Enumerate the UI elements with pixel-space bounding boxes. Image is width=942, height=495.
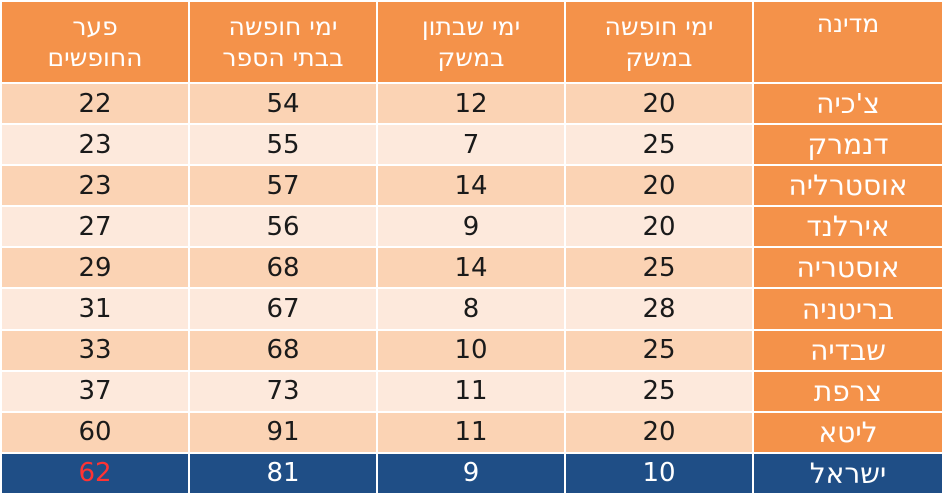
country-cell: צ'כיה <box>752 81 942 126</box>
header-label-line: ימי חופשה <box>604 11 714 41</box>
header-label-line: במשק <box>437 43 505 72</box>
header-label-line: פער <box>72 11 118 41</box>
country-cell: ליטא <box>752 410 942 454</box>
vacation-economy-cell: 20 <box>564 81 754 126</box>
header-country: מדינה <box>752 0 942 84</box>
vacation-economy-cell: 28 <box>564 287 754 331</box>
header-gap: פער החופשים <box>0 0 190 84</box>
strike-days-cell: 11 <box>376 410 566 454</box>
vacation-economy-cell: 20 <box>564 205 754 249</box>
country-cell: שבדיה <box>752 328 942 372</box>
header-row: מדינה ימי חופשה במשק ימי שבתון במשק ימי חו… <box>0 0 942 84</box>
country-cell: ישראל <box>752 451 942 495</box>
gap-cell: 23 <box>0 164 190 208</box>
strike-days-cell: 14 <box>376 164 566 208</box>
vacation-economy-cell: 25 <box>564 246 754 290</box>
gap-cell: 22 <box>0 81 190 126</box>
gap-cell: 37 <box>0 369 190 413</box>
country-cell: אירלנד <box>752 205 942 249</box>
table-row: צ'כיה 20 12 54 22 <box>0 81 942 126</box>
header-school-vacation: ימי חופשה בבתי הספר <box>188 0 378 84</box>
gap-cell: 31 <box>0 287 190 331</box>
header-strike-days: ימי שבתון במשק <box>376 0 566 84</box>
gap-cell: 23 <box>0 123 190 167</box>
header-label-line: ימי שבתון <box>421 11 521 41</box>
gap-cell: 33 <box>0 328 190 372</box>
school-vacation-cell: 91 <box>188 410 378 454</box>
strike-days-cell: 9 <box>376 451 566 495</box>
header-label-line: בבתי הספר <box>222 43 344 72</box>
strike-days-cell: 12 <box>376 81 566 126</box>
table-header: מדינה ימי חופשה במשק ימי שבתון במשק ימי חו… <box>0 0 942 84</box>
vacation-economy-cell: 20 <box>564 410 754 454</box>
vacation-economy-cell: 10 <box>564 451 754 495</box>
strike-days-cell: 9 <box>376 205 566 249</box>
school-vacation-cell: 68 <box>188 328 378 372</box>
gap-cell: 60 <box>0 410 190 454</box>
strike-days-cell: 10 <box>376 328 566 372</box>
strike-days-cell: 11 <box>376 369 566 413</box>
strike-days-cell: 8 <box>376 287 566 331</box>
header-label-line: במשק <box>625 43 693 72</box>
country-cell: צרפת <box>752 369 942 413</box>
header-label-line: ימי חופשה <box>228 11 338 41</box>
vacation-economy-cell: 25 <box>564 123 754 167</box>
table-row: אוסטריה 25 14 68 29 <box>0 246 942 290</box>
vacation-economy-cell: 25 <box>564 369 754 413</box>
country-cell: אוסטריה <box>752 246 942 290</box>
table-row: צרפת 25 11 73 37 <box>0 369 942 413</box>
vacation-economy-cell: 25 <box>564 328 754 372</box>
table-body: צ'כיה 20 12 54 22 דנמרק 25 7 55 23 אוסטר… <box>0 81 942 495</box>
school-vacation-cell: 68 <box>188 246 378 290</box>
country-cell: דנמרק <box>752 123 942 167</box>
school-vacation-cell: 73 <box>188 369 378 413</box>
vacation-economy-cell: 20 <box>564 164 754 208</box>
school-vacation-cell: 81 <box>188 451 378 495</box>
country-cell: בריטניה <box>752 287 942 331</box>
header-vacation-economy: ימי חופשה במשק <box>564 0 754 84</box>
header-label-line: החופשים <box>47 43 143 72</box>
strike-days-cell: 14 <box>376 246 566 290</box>
gap-cell: 27 <box>0 205 190 249</box>
school-vacation-cell: 56 <box>188 205 378 249</box>
table-row: ליטא 20 11 91 60 <box>0 410 942 454</box>
school-vacation-cell: 57 <box>188 164 378 208</box>
table-row: אירלנד 20 9 56 27 <box>0 205 942 249</box>
table-row: אוסטרליה 20 14 57 23 <box>0 164 942 208</box>
school-vacation-cell: 67 <box>188 287 378 331</box>
table-row: דנמרק 25 7 55 23 <box>0 123 942 167</box>
strike-days-cell: 7 <box>376 123 566 167</box>
country-cell: אוסטרליה <box>752 164 942 208</box>
school-vacation-cell: 54 <box>188 81 378 126</box>
gap-cell: 62 <box>0 451 190 495</box>
table-row: שבדיה 25 10 68 33 <box>0 328 942 372</box>
school-vacation-cell: 55 <box>188 123 378 167</box>
gap-cell: 29 <box>0 246 190 290</box>
table-row-israel: ישראל 10 9 81 62 <box>0 451 942 495</box>
table-row: בריטניה 28 8 67 31 <box>0 287 942 331</box>
